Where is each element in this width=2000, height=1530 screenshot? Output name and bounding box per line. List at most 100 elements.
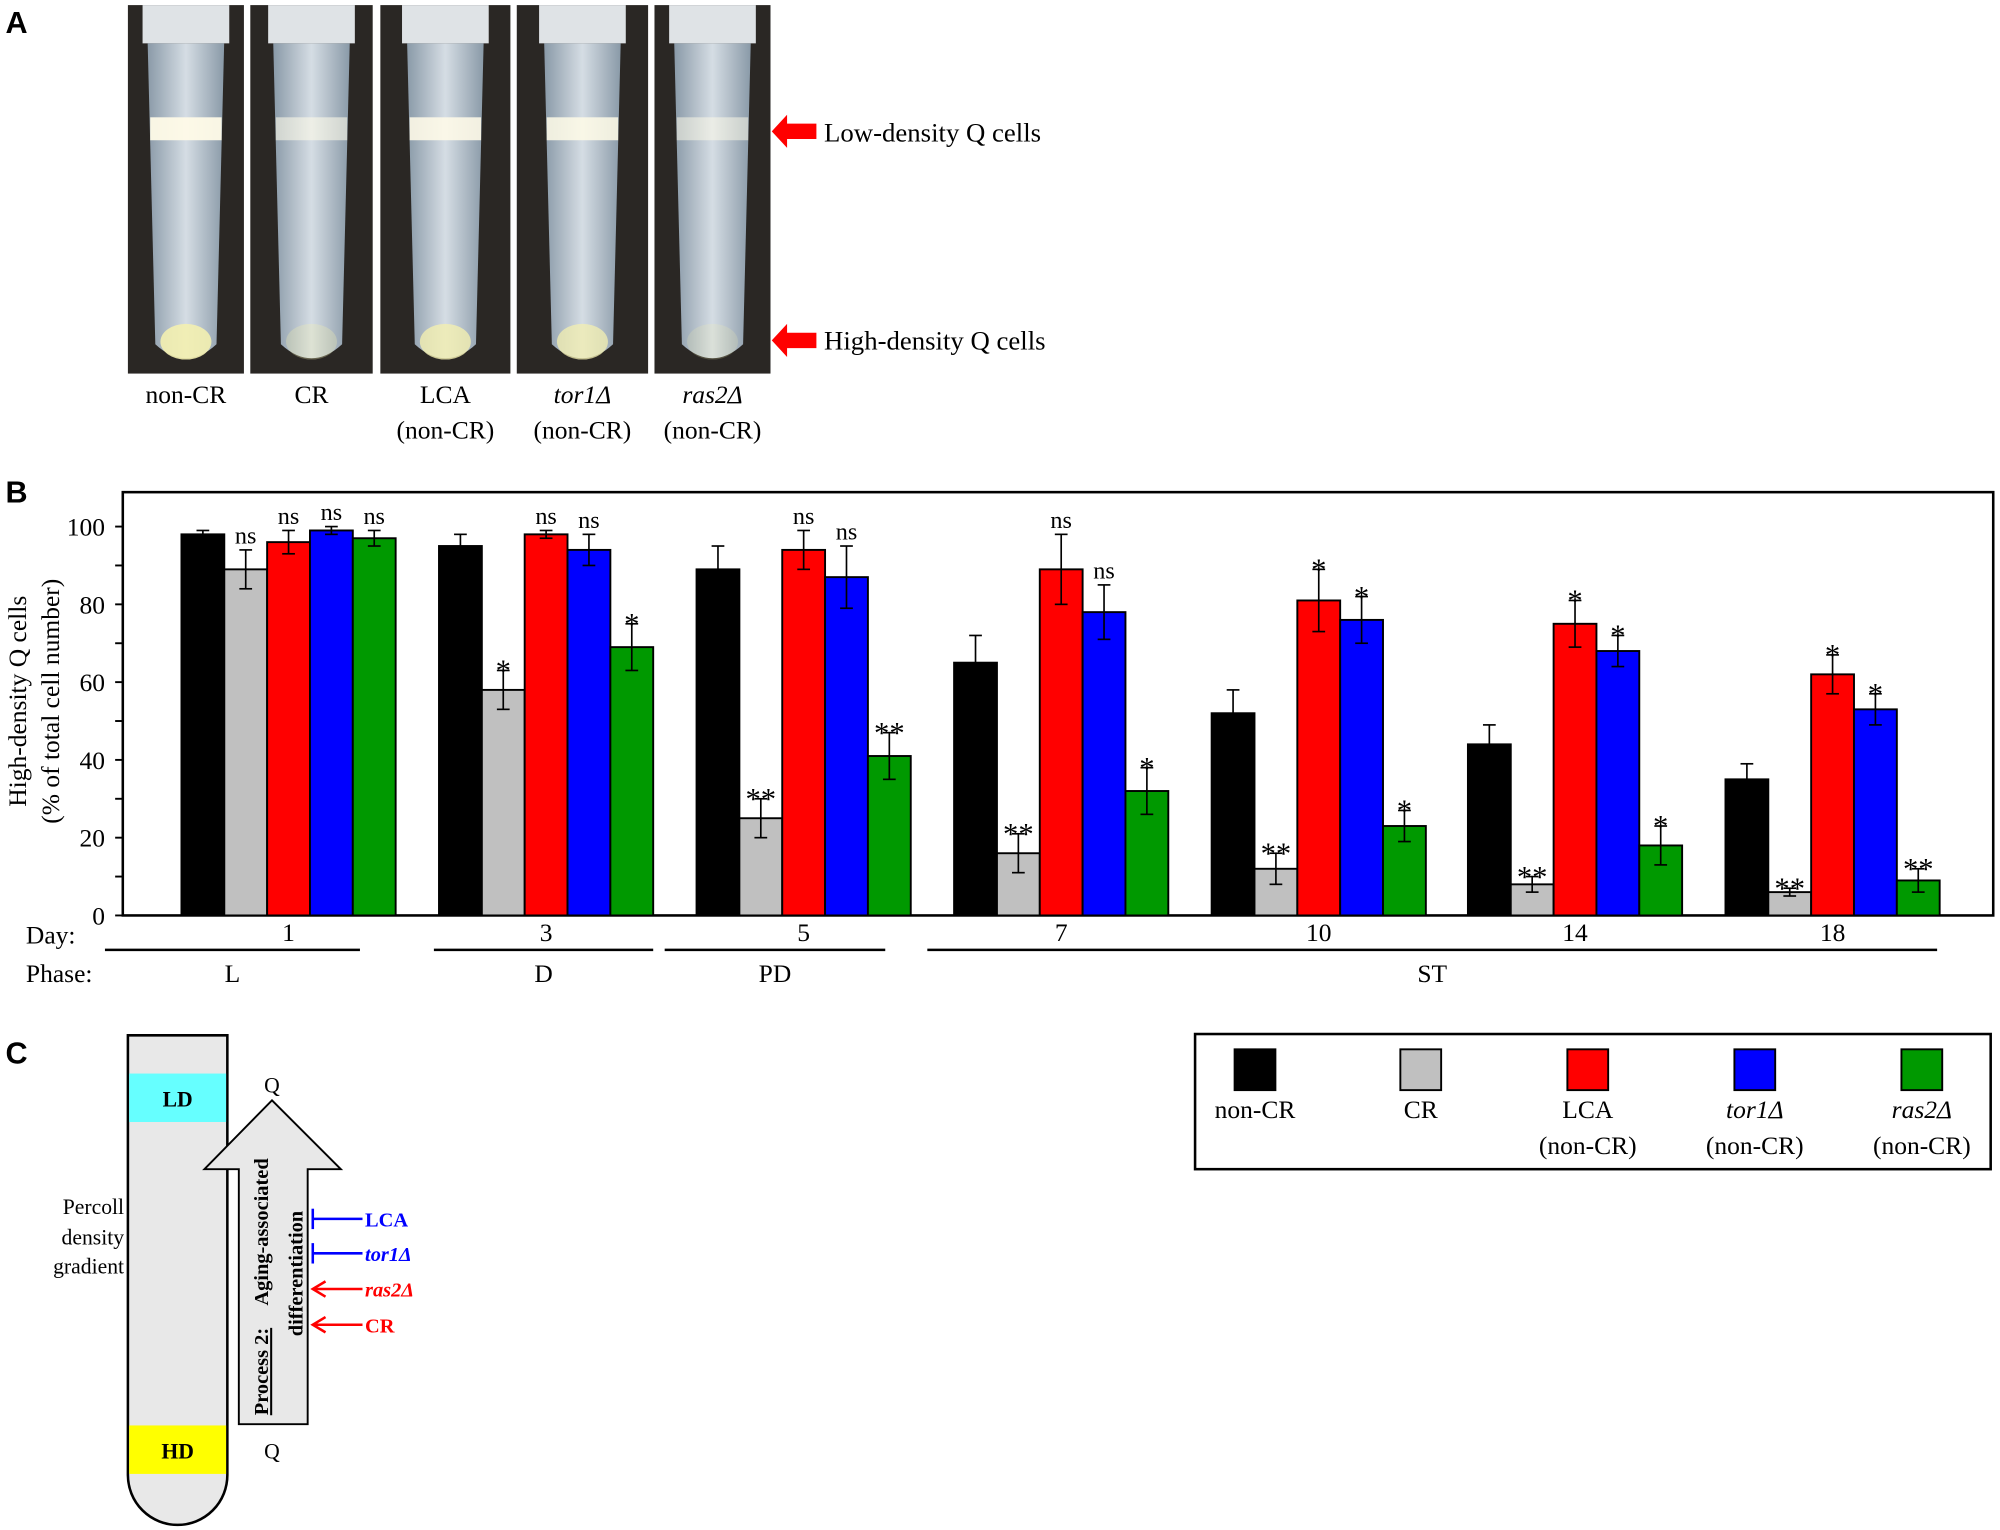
process-text-2: differentiation <box>286 1210 308 1336</box>
phase-label: ST <box>1417 959 1447 988</box>
significance-label: ns <box>235 523 257 550</box>
effector-inhibit: tor1Δ <box>311 1243 412 1266</box>
effectors: LCA tor1Δ ras2Δ CR <box>310 1208 414 1337</box>
high-density-label: High-density Q cells <box>824 325 1046 355</box>
tube-sublabel: (non-CR) <box>397 416 495 445</box>
significance-label: * <box>624 607 639 641</box>
gradient-label-3: gradient <box>53 1255 124 1279</box>
process-text-1: Aging-associated <box>251 1158 273 1306</box>
legend-swatch <box>1900 1048 1944 1092</box>
bar <box>1552 622 1598 917</box>
bar <box>266 541 311 917</box>
arrow-icon <box>310 1315 327 1334</box>
phase-label: L <box>225 959 241 988</box>
effector-label: LCA <box>365 1210 408 1232</box>
legend-label: non-CR <box>1215 1095 1296 1124</box>
significance-label: ns <box>793 503 815 530</box>
bar <box>1296 599 1342 917</box>
tube-sublabel: (non-CR) <box>664 416 762 445</box>
effector-promote: ras2Δ <box>310 1280 414 1302</box>
legend-label: ras2Δ <box>1892 1095 1952 1124</box>
significance-label: * <box>1653 809 1668 843</box>
legend-box <box>1193 1032 1992 1171</box>
significance-label: * <box>1311 553 1326 587</box>
significance-label: * <box>1610 619 1625 653</box>
legend-item: ras2Δ (non-CR) <box>1873 1048 1971 1160</box>
bar <box>309 529 354 917</box>
significance-label: ** <box>1261 836 1292 870</box>
phase-label: PD <box>759 959 792 988</box>
bar <box>1038 568 1084 917</box>
legend-swatch <box>1399 1048 1443 1092</box>
effector-label: CR <box>365 1315 395 1337</box>
y-axis-label-1: High-density Q cells <box>3 596 32 807</box>
percoll-tube <box>126 1034 229 1527</box>
hd-label: HD <box>161 1440 193 1464</box>
bar <box>1853 708 1898 917</box>
legend-sublabel: (non-CR) <box>1873 1131 1971 1160</box>
legend-swatch <box>1566 1048 1610 1092</box>
y-tick-label: 0 <box>92 901 105 930</box>
legend-sublabel: (non-CR) <box>1706 1131 1804 1160</box>
tube-photo <box>127 5 244 374</box>
significance-label: ns <box>278 503 300 530</box>
bar <box>480 688 526 917</box>
significance-label: ns <box>363 503 385 530</box>
significance-label: * <box>1567 584 1582 618</box>
bar <box>1466 743 1512 917</box>
significance-label: ** <box>1903 852 1934 886</box>
significance-label: ns <box>1093 558 1115 585</box>
bar <box>1210 712 1256 917</box>
significance-label: * <box>1825 638 1840 672</box>
y-tick-label: 60 <box>79 668 104 697</box>
x-tick-label: 3 <box>540 918 553 947</box>
significance-label: * <box>1397 794 1412 828</box>
low-density-label: Low-density Q cells <box>824 118 1041 148</box>
significance-label: ns <box>1050 507 1072 534</box>
phase-row-label: Phase: <box>26 959 93 988</box>
tube-sublabel: (non-CR) <box>534 416 632 445</box>
q-top: Q <box>264 1074 280 1098</box>
bar <box>781 548 827 917</box>
panel-label-a: A <box>6 6 28 40</box>
tube-photo <box>380 5 511 374</box>
y-tick-label: 80 <box>79 590 104 619</box>
significance-label: ** <box>1003 817 1034 851</box>
x-tick-label: 1 <box>282 918 295 947</box>
legend: non-CR CR LCA (non-CR) tor1Δ (non-CR) ras2Δ (no… <box>1215 1048 1971 1160</box>
y-axis-label-2: (% of total cell number) <box>36 579 65 824</box>
gradient-label-2: density <box>62 1225 125 1249</box>
significance-label: ns <box>535 503 557 530</box>
q-bottom: Q <box>264 1440 280 1464</box>
legend-label: LCA <box>1562 1095 1614 1124</box>
significance-label: * <box>496 654 511 688</box>
bar <box>695 568 741 917</box>
bar <box>1810 673 1855 917</box>
legend-label: CR <box>1404 1095 1438 1124</box>
ld-label: LD <box>163 1088 193 1112</box>
gradient-label-1: Percoll <box>63 1195 124 1219</box>
x-tick-label: 18 <box>1820 918 1846 947</box>
day-row-label: Day: <box>26 921 76 950</box>
tube-photos: non-CR CR LCA (non-CR) tor1Δ (non-CR) ras2Δ (no… <box>127 5 771 445</box>
effector-inhibit: LCA <box>311 1208 408 1232</box>
effector-label: tor1Δ <box>365 1244 412 1266</box>
significance-label: ** <box>874 716 905 750</box>
significance-label: ns <box>578 507 600 534</box>
bar <box>1339 618 1384 917</box>
legend-item: LCA (non-CR) <box>1539 1048 1637 1160</box>
ld-band <box>129 1073 227 1122</box>
bar <box>523 533 569 917</box>
bar <box>609 646 655 917</box>
tube-label: LCA <box>420 380 472 409</box>
arrow-icon <box>771 114 817 148</box>
high-density-arrow: High-density Q cells <box>771 323 1046 357</box>
x-tick-label: 14 <box>1562 918 1588 947</box>
x-tick-label: 5 <box>797 918 810 947</box>
bar <box>953 661 998 917</box>
bar <box>1895 879 1941 917</box>
legend-label: tor1Δ <box>1726 1095 1783 1124</box>
tube-label: CR <box>294 380 328 409</box>
